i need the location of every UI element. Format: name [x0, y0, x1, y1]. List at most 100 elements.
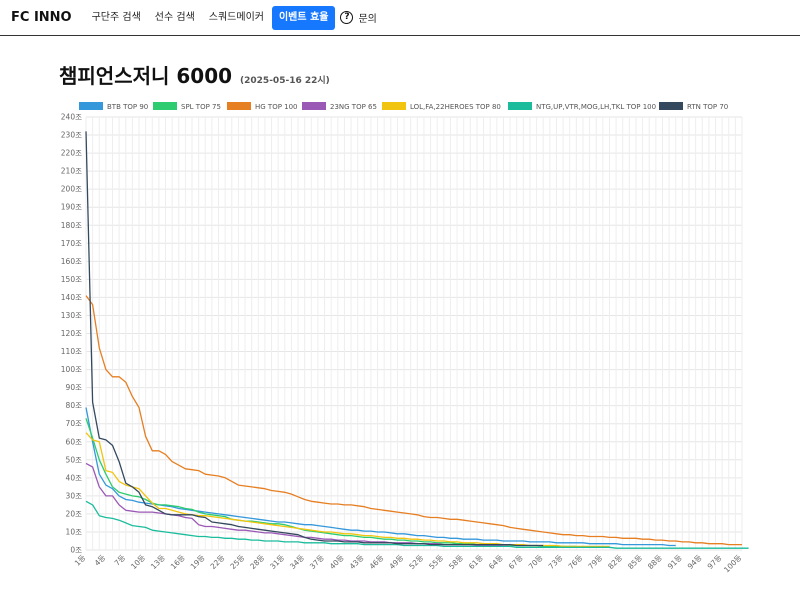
legend-label: HG TOP 100 [255, 103, 298, 111]
y-tick-label: 70조 [66, 419, 83, 428]
y-tick-label: 30조 [66, 491, 83, 500]
legend-item[interactable]: NTG,UP,VTR,MOG,LH,TKL TOP 100 [508, 102, 656, 111]
legend-swatch [302, 102, 326, 110]
x-tick-label: 94등 [686, 553, 704, 571]
x-tick-label: 73등 [547, 553, 565, 571]
x-tick-label: 10등 [129, 553, 147, 571]
x-tick-label: 100등 [722, 553, 743, 574]
page-timestamp: (2025-05-16 22시) [240, 76, 330, 86]
x-tick-label: 97등 [706, 553, 724, 571]
nav-item-squad-maker[interactable]: 스쿼드메이커 [208, 11, 264, 23]
nav-item-inquiry[interactable]: ? 문의 [340, 10, 377, 25]
y-tick-label: 200조 [61, 185, 82, 194]
x-tick-label: 22등 [209, 553, 227, 571]
y-tick-label: 10조 [66, 527, 83, 536]
help-circle-icon: ? [340, 11, 354, 24]
nav-item-owner-search[interactable]: 구단주 검색 [91, 11, 141, 23]
legend-label: 23NG TOP 65 [330, 103, 377, 111]
x-tick-label: 88등 [646, 553, 664, 571]
series-line-6[interactable] [85, 500, 749, 549]
legend-swatch [382, 102, 406, 110]
x-tick-label: 16등 [169, 553, 187, 571]
x-tick-label: 19등 [189, 553, 207, 571]
y-tick-label: 40조 [66, 473, 83, 482]
x-tick-label: 1등 [73, 553, 88, 568]
y-tick-label: 80조 [66, 401, 83, 410]
legend-swatch [508, 102, 532, 110]
y-tick-label: 100조 [61, 365, 82, 374]
title-row: 챔피언스저니 6000 (2025-05-16 22시) [59, 60, 330, 89]
y-tick-label: 180조 [61, 221, 82, 230]
legend-item[interactable]: HG TOP 100 [227, 102, 298, 111]
y-tick-label: 140조 [61, 293, 82, 302]
x-tick-label: 28등 [248, 553, 266, 571]
legend-item[interactable]: 23NG TOP 65 [302, 102, 377, 111]
x-tick-label: 46등 [368, 553, 386, 571]
chart-legend: BTB TOP 90 SPL TOP 75 HG TOP 100 23NG TOP 6… [79, 102, 728, 111]
legend-swatch [79, 102, 103, 110]
y-tick-label: 90조 [66, 383, 83, 392]
legend-item[interactable]: BTB TOP 90 [79, 102, 148, 111]
x-tick-label: 58등 [447, 553, 465, 571]
top-navbar: FC INNO 구단주 검색 선수 검색 스쿼드메이커 이벤트 효율 ? 문의 [0, 0, 800, 36]
legend-item[interactable]: SPL TOP 75 [153, 102, 221, 111]
y-tick-label: 60조 [66, 437, 83, 446]
nav-item-player-search[interactable]: 선수 검색 [154, 11, 195, 23]
x-tick-label: 79등 [586, 553, 604, 571]
series-line-1[interactable] [85, 407, 676, 547]
x-tick-label: 4등 [93, 553, 108, 568]
x-tick-label: 13등 [149, 553, 167, 571]
legend-label: NTG,UP,VTR,MOG,LH,TKL TOP 100 [536, 103, 656, 111]
y-tick-label: 150조 [61, 275, 82, 284]
page-title: 챔피언스저니 6000 [59, 64, 233, 88]
nav-item-event-efficiency[interactable]: 이벤트 효율 [271, 5, 336, 30]
nav-inquiry-label: 문의 [358, 14, 377, 25]
y-tick-label: 120조 [61, 329, 82, 338]
legend-swatch [227, 102, 251, 110]
y-tick-label: 190조 [61, 203, 82, 212]
y-tick-label: 230조 [61, 131, 82, 140]
x-tick-label: 55등 [427, 553, 445, 571]
x-tick-label: 82등 [606, 553, 624, 571]
series-line-7[interactable] [85, 131, 544, 547]
y-tick-label: 240조 [61, 113, 82, 122]
legend-label: RTN TOP 70 [687, 103, 728, 111]
legend-label: SPL TOP 75 [181, 103, 221, 111]
x-tick-label: 61등 [467, 553, 485, 571]
legend-item[interactable]: LOL,FA,22HEROES TOP 80 [382, 102, 501, 111]
x-tick-label: 31등 [268, 553, 286, 571]
series-line-5[interactable] [85, 432, 610, 548]
legend-swatch [153, 102, 177, 110]
x-tick-label: 85등 [626, 553, 644, 571]
y-tick-label: 130조 [61, 311, 82, 320]
brand-logo[interactable]: FC INNO [11, 10, 72, 25]
x-tick-label: 64등 [487, 553, 505, 571]
y-tick-label: 110조 [61, 347, 82, 356]
legend-item[interactable]: RTN TOP 70 [659, 102, 728, 111]
y-tick-label: 210조 [61, 167, 82, 176]
ranking-line-chart: 0조 10조 20조 30조 40조 50조 60조 70조 80조 90조 100조 110조 120… [61, 102, 749, 574]
x-tick-label: 43등 [348, 553, 366, 571]
legend-label: BTB TOP 90 [107, 103, 148, 111]
y-tick-label: 170조 [61, 239, 82, 248]
y-tick-label: 50조 [66, 455, 83, 464]
series-line-3[interactable] [85, 295, 742, 546]
y-tick-label: 160조 [61, 257, 82, 266]
x-tick-label: 34등 [288, 553, 306, 571]
grid-lines [85, 116, 743, 551]
y-tick-label: 220조 [61, 149, 82, 158]
legend-label: LOL,FA,22HEROES TOP 80 [410, 103, 501, 111]
x-tick-label: 70등 [527, 553, 545, 571]
x-tick-label: 25등 [228, 553, 246, 571]
x-tick-label: 52등 [407, 553, 425, 571]
y-tick-label: 20조 [66, 509, 83, 518]
x-tick-label: 49등 [387, 553, 405, 571]
x-tick-label: 67등 [507, 553, 525, 571]
y-tick-label: 0조 [70, 546, 82, 555]
x-tick-label: 40등 [328, 553, 346, 571]
x-tick-label: 7등 [113, 553, 128, 568]
x-tick-label: 37등 [308, 553, 326, 571]
x-tick-label: 76등 [566, 553, 584, 571]
legend-swatch [659, 102, 683, 110]
x-tick-label: 91등 [666, 553, 684, 571]
